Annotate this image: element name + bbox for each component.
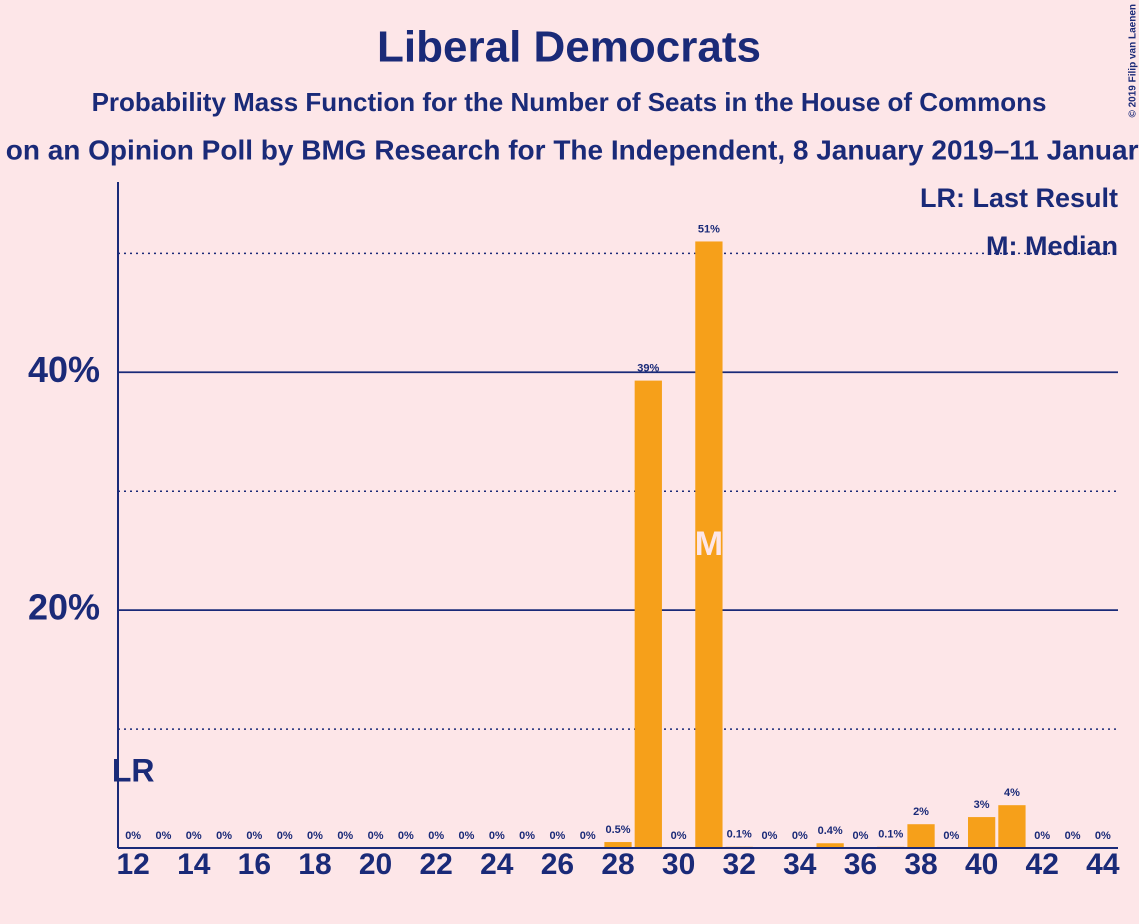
value-label: 0% <box>792 830 808 842</box>
value-label: 0% <box>125 830 141 842</box>
value-label: 0% <box>943 830 959 842</box>
bar <box>816 843 844 848</box>
value-label: 0% <box>186 830 202 842</box>
value-label: 0% <box>762 830 778 842</box>
bar <box>604 842 632 848</box>
value-label: 0% <box>580 830 596 842</box>
value-label: 0% <box>1034 830 1050 842</box>
value-label: 3% <box>974 799 990 811</box>
x-tick-label: 32 <box>723 848 756 881</box>
value-label: 2% <box>913 806 929 818</box>
value-label: 4% <box>1004 787 1020 799</box>
value-label: 0% <box>549 830 565 842</box>
x-tick-label: 12 <box>116 848 149 881</box>
x-tick-label: 26 <box>541 848 574 881</box>
copyright: © 2019 Filip van Laenen <box>1128 4 1139 118</box>
x-tick-label: 30 <box>662 848 695 881</box>
x-tick-label: 24 <box>480 848 514 881</box>
value-label: 0% <box>307 830 323 842</box>
value-label: 0% <box>1095 830 1111 842</box>
bar <box>695 241 723 848</box>
x-tick-label: 20 <box>359 848 392 881</box>
median-marker: M <box>695 525 723 563</box>
value-label: 0% <box>337 830 353 842</box>
value-label: 0% <box>277 830 293 842</box>
x-tick-label: 40 <box>965 848 998 881</box>
x-tick-label: 36 <box>844 848 877 881</box>
x-tick-label: 34 <box>783 848 817 881</box>
value-label: 0% <box>519 830 535 842</box>
chart-title: Liberal Democrats <box>377 23 761 72</box>
bar <box>634 380 662 848</box>
x-tick-label: 16 <box>238 848 271 881</box>
value-label: 0% <box>459 830 475 842</box>
value-label: 0% <box>671 830 687 842</box>
x-tick-label: 14 <box>177 848 211 881</box>
y-tick-label: 40% <box>28 349 100 390</box>
bar <box>998 805 1026 848</box>
value-label: 0.5% <box>605 824 630 836</box>
last-result-marker: LR <box>112 752 155 788</box>
bar <box>907 824 935 848</box>
value-label: 0.4% <box>818 825 843 837</box>
x-tick-label: 22 <box>419 848 452 881</box>
value-label: 0% <box>368 830 384 842</box>
value-label: 39% <box>637 363 659 375</box>
value-label: 0% <box>398 830 414 842</box>
y-tick-label: 20% <box>28 587 100 628</box>
x-tick-label: 38 <box>904 848 937 881</box>
x-tick-label: 44 <box>1086 848 1120 881</box>
value-label: 0.1% <box>727 829 752 841</box>
x-tick-label: 18 <box>298 848 331 881</box>
legend-entry: LR: Last Result <box>920 183 1118 213</box>
value-label: 0% <box>216 830 232 842</box>
value-label: 0% <box>428 830 444 842</box>
value-label: 0.1% <box>878 829 903 841</box>
x-tick-label: 28 <box>601 848 634 881</box>
legend-entry: M: Median <box>986 231 1118 261</box>
value-label: 0% <box>489 830 505 842</box>
chart-subtitle: Probability Mass Function for the Number… <box>92 87 1047 117</box>
value-label: 0% <box>246 830 262 842</box>
value-label: 0% <box>852 830 868 842</box>
value-label: 51% <box>698 223 720 235</box>
x-tick-label: 42 <box>1026 848 1059 881</box>
bar <box>968 817 996 848</box>
value-label: 0% <box>156 830 172 842</box>
chart-source: Based on an Opinion Poll by BMG Research… <box>0 134 1139 165</box>
value-label: 0% <box>1065 830 1081 842</box>
